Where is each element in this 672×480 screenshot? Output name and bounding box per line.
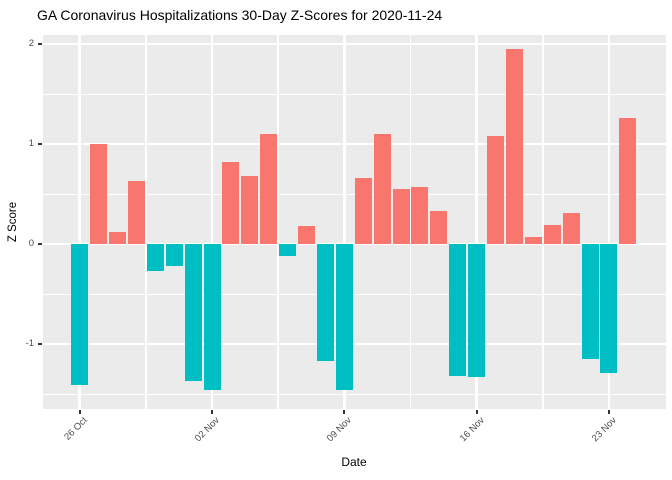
bar-2020-10-28 <box>109 232 126 244</box>
gridline-y-minor <box>43 393 666 395</box>
gridline-y-minor <box>43 193 666 195</box>
bar-2020-11-11 <box>373 134 391 244</box>
y-tick-mark <box>38 143 42 145</box>
bar-2020-10-30 <box>146 244 164 271</box>
x-tick-mark <box>211 410 213 414</box>
gridline-y-major <box>43 143 666 145</box>
y-tick-label: 0 <box>28 238 34 249</box>
x-tick-mark <box>475 410 478 414</box>
bar-2020-11-02 <box>203 244 221 390</box>
x-axis-title: Date <box>341 455 367 469</box>
bar-2020-11-23 <box>600 244 618 373</box>
bar-2020-11-03 <box>222 162 240 244</box>
bar-2020-11-09 <box>335 244 353 390</box>
bar-2020-11-12 <box>392 189 410 244</box>
bar-2020-11-10 <box>354 178 372 244</box>
gridline-x-major <box>78 35 81 409</box>
bar-2020-11-21 <box>562 213 580 244</box>
bar-2020-10-29 <box>127 181 145 244</box>
y-tick-label: -1 <box>25 338 34 349</box>
bar-2020-11-17 <box>487 136 504 244</box>
x-tick-label: 26 Oct <box>61 415 90 443</box>
x-tick-label: 02 Nov <box>192 415 222 445</box>
x-tick-label: 09 Nov <box>325 415 355 445</box>
bar-2020-11-08 <box>316 244 334 361</box>
y-tick-mark <box>38 243 42 245</box>
y-tick-mark <box>38 343 42 345</box>
gridline-x-minor <box>145 35 147 409</box>
chart-title: GA Coronavirus Hospitalizations 30-Day Z… <box>37 7 443 23</box>
bar-2020-11-14 <box>430 211 448 244</box>
bar-2020-11-04 <box>241 176 259 244</box>
y-tick-mark <box>38 43 42 45</box>
bar-2020-11-24 <box>619 118 637 244</box>
bar-2020-11-06 <box>279 244 297 256</box>
x-tick-mark <box>78 410 81 414</box>
bar-2020-11-05 <box>260 134 278 244</box>
bar-2020-10-26 <box>71 244 89 385</box>
bar-2020-10-31 <box>165 244 183 266</box>
gridline-y-major <box>43 343 666 345</box>
gridline-x-major <box>475 35 478 409</box>
gridline-y-minor <box>43 93 666 95</box>
y-tick-label: 2 <box>28 38 34 49</box>
gridline-x-minor <box>409 35 412 409</box>
x-tick-label: 16 Nov <box>457 415 487 445</box>
gridline-x-major <box>343 35 346 409</box>
x-tick-label: 23 Nov <box>589 415 619 445</box>
x-tick-mark <box>343 410 346 414</box>
gridline-y-major <box>43 43 666 45</box>
gridline-y-minor <box>43 293 666 295</box>
plot-panel <box>43 35 666 409</box>
bar-2020-11-22 <box>581 244 599 359</box>
bar-2020-10-27 <box>90 144 108 244</box>
gridline-x-minor <box>277 35 279 409</box>
bar-2020-11-20 <box>543 225 561 244</box>
y-tick-label: 1 <box>28 138 34 149</box>
bar-2020-11-19 <box>524 237 542 244</box>
gridline-x-minor <box>542 35 544 409</box>
x-tick-mark <box>607 410 610 414</box>
gridline-y-major <box>43 243 666 245</box>
gridline-x-major <box>607 35 611 409</box>
bar-2020-11-18 <box>505 49 523 244</box>
bar-2020-11-13 <box>411 187 429 244</box>
y-axis-title: Z Score <box>7 201 19 243</box>
bar-2020-11-16 <box>468 244 486 377</box>
gridline-x-major <box>210 35 214 409</box>
bar-2020-11-07 <box>298 226 315 244</box>
bar-2020-11-15 <box>449 244 467 376</box>
bar-2020-11-01 <box>184 244 202 381</box>
